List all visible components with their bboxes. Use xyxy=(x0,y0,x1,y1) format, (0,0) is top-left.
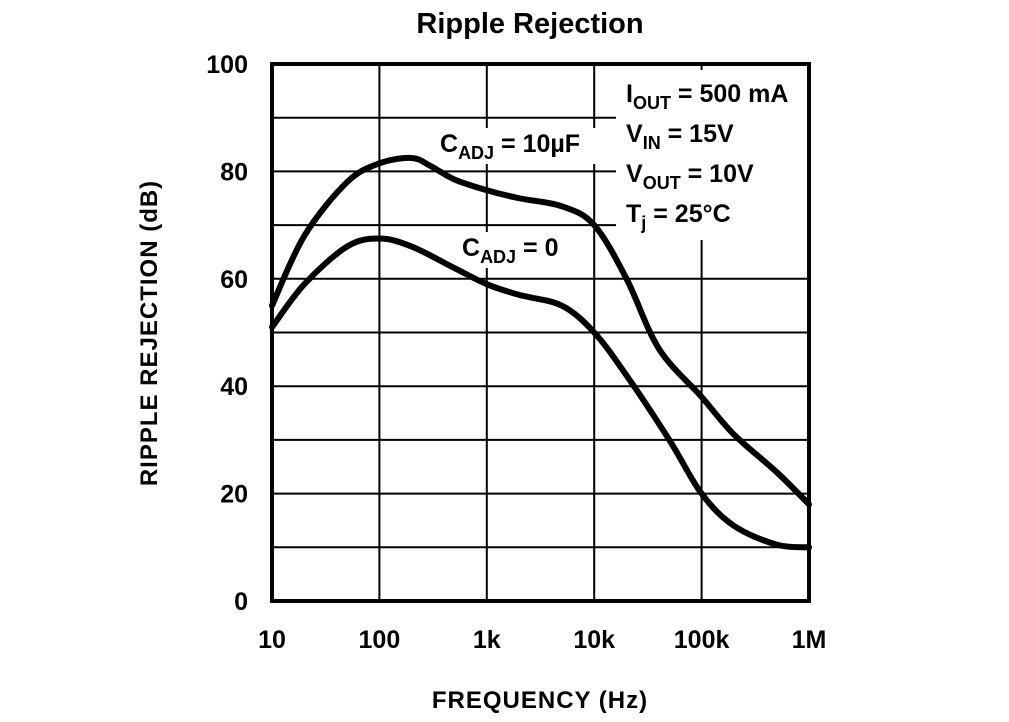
y-tick-label: 60 xyxy=(220,266,248,294)
plot-frame xyxy=(270,62,811,603)
x-tick-label: 10 xyxy=(258,626,286,654)
condition-line: Tj = 25°C xyxy=(626,200,731,233)
y-tick-label: 40 xyxy=(220,373,248,401)
series-label-background xyxy=(462,232,582,268)
condition-line: VIN = 15V xyxy=(626,120,734,153)
condition-line: IOUT = 500 mA xyxy=(626,80,788,113)
x-tick-label: 1k xyxy=(473,626,501,654)
series-line-cadj-0 xyxy=(269,235,812,551)
series-label-cadj-0: CADJ = 0 xyxy=(462,234,558,267)
conditions-background xyxy=(616,70,808,240)
x-tick-label: 100 xyxy=(359,626,401,654)
y-tick-label: 0 xyxy=(234,588,248,616)
condition-line: VOUT = 10V xyxy=(626,160,754,193)
series-label-cadj-10uf: CADJ = 10µF xyxy=(440,130,580,163)
x-tick-label: 1M xyxy=(792,626,827,654)
series-label-background xyxy=(440,128,600,164)
y-tick-label: 20 xyxy=(220,481,248,509)
curves xyxy=(269,154,812,551)
series-line-cadj-10uf xyxy=(269,154,812,508)
x-tick-label: 10k xyxy=(573,626,615,654)
y-axis-label: RIPPLE REJECTION (dB) xyxy=(136,180,163,486)
chart-title: Ripple Rejection xyxy=(416,8,643,40)
x-tick-label: 100k xyxy=(674,626,730,654)
y-tick-label: 100 xyxy=(206,51,248,79)
y-tick-labels: 0 20 40 60 80 100 xyxy=(206,51,248,616)
x-tick-labels: 10 100 1k 10k 100k 1M xyxy=(258,626,826,654)
y-tick-label: 80 xyxy=(220,158,248,186)
x-axis-label: FREQUENCY (Hz) xyxy=(432,687,648,714)
annotations: CADJ = 10µF CADJ = 0 IOUT = 500 mA VIN = 15… xyxy=(440,70,808,268)
